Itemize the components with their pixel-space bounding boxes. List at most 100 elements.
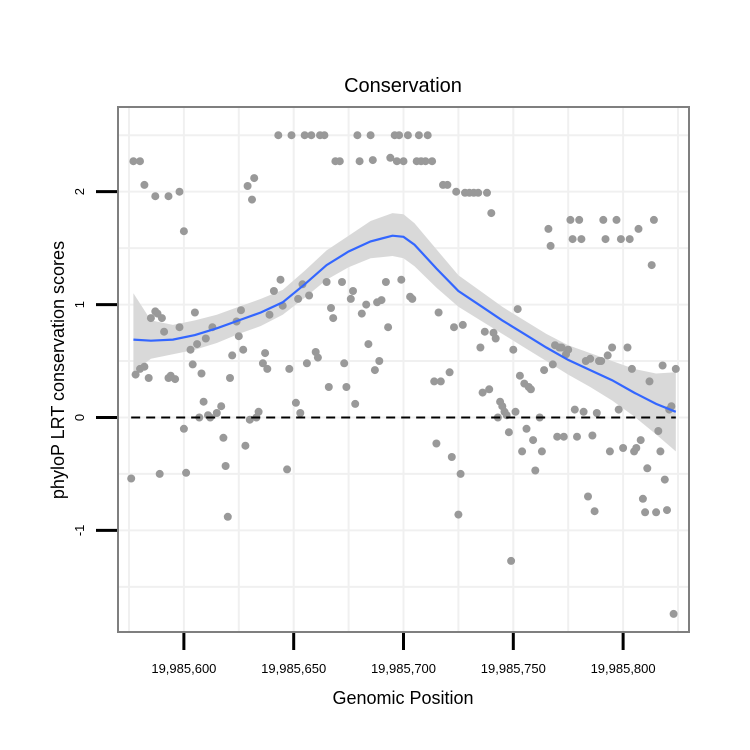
data-point bbox=[144, 374, 153, 382]
data-point bbox=[364, 340, 373, 349]
chart-title: Conservation bbox=[344, 75, 462, 97]
confidence-band bbox=[133, 213, 676, 452]
data-point bbox=[403, 131, 412, 140]
data-point bbox=[513, 305, 522, 314]
data-point bbox=[577, 235, 586, 244]
data-point bbox=[287, 131, 296, 140]
x-tick-label: 19,985,750 bbox=[481, 661, 546, 676]
data-point bbox=[599, 215, 608, 224]
x-tick-label: 19,985,800 bbox=[591, 661, 656, 676]
x-tick-label: 19,985,700 bbox=[371, 661, 436, 676]
data-point bbox=[586, 354, 595, 363]
data-point bbox=[313, 353, 322, 362]
data-point bbox=[540, 366, 549, 375]
data-point bbox=[428, 157, 437, 166]
data-point bbox=[592, 409, 601, 417]
data-point bbox=[221, 462, 230, 470]
data-point bbox=[171, 375, 180, 384]
y-axis-ticks: -1 0 1 2 bbox=[72, 188, 117, 536]
data-point bbox=[370, 366, 379, 375]
data-point bbox=[131, 370, 140, 379]
y-tick-label: 2 bbox=[72, 188, 87, 195]
data-point bbox=[548, 360, 557, 369]
data-point bbox=[140, 180, 149, 189]
data-point bbox=[432, 439, 441, 448]
data-point bbox=[584, 492, 592, 501]
panel-border bbox=[117, 106, 690, 633]
data-point bbox=[265, 310, 274, 319]
data-point bbox=[322, 278, 331, 286]
data-point bbox=[294, 294, 303, 303]
data-point bbox=[228, 351, 237, 360]
data-point bbox=[351, 399, 360, 408]
data-point bbox=[258, 359, 267, 368]
data-point bbox=[175, 187, 184, 196]
data-point bbox=[395, 131, 404, 140]
data-point bbox=[234, 332, 243, 341]
data-point bbox=[573, 432, 581, 441]
data-point bbox=[338, 278, 346, 286]
data-point bbox=[579, 407, 588, 416]
data-point bbox=[546, 241, 555, 250]
data-point bbox=[199, 397, 208, 406]
data-point bbox=[507, 556, 516, 565]
data-point bbox=[447, 453, 456, 461]
data-point bbox=[320, 131, 329, 140]
data-point bbox=[241, 441, 250, 450]
data-point bbox=[179, 424, 188, 433]
data-point bbox=[182, 468, 191, 477]
data-point bbox=[636, 436, 645, 445]
data-point bbox=[570, 405, 579, 414]
data-point bbox=[377, 296, 386, 305]
data-point bbox=[127, 474, 136, 483]
data-point bbox=[155, 469, 164, 478]
data-point bbox=[509, 345, 518, 354]
data-point bbox=[250, 174, 259, 183]
data-point bbox=[643, 464, 652, 473]
data-point bbox=[160, 327, 169, 336]
data-point bbox=[375, 357, 384, 365]
y-axis-label: phyloP LRT conservation scores bbox=[48, 241, 68, 499]
data-point bbox=[324, 383, 333, 391]
data-point bbox=[627, 364, 636, 373]
data-point bbox=[283, 465, 292, 474]
y-tick-label: 0 bbox=[72, 414, 87, 421]
data-point bbox=[564, 345, 573, 354]
data-point bbox=[261, 349, 270, 358]
data-point bbox=[623, 343, 632, 352]
data-point bbox=[647, 261, 656, 270]
data-point bbox=[197, 369, 206, 378]
data-point bbox=[671, 364, 680, 373]
data-point bbox=[660, 475, 669, 484]
x-axis-label: Genomic Position bbox=[332, 688, 473, 708]
data-point bbox=[625, 235, 634, 244]
data-point bbox=[305, 291, 314, 300]
data-point bbox=[239, 345, 248, 354]
data-point bbox=[430, 377, 439, 386]
data-point bbox=[568, 235, 577, 244]
data-point bbox=[263, 364, 272, 373]
data-point bbox=[515, 371, 524, 380]
data-point bbox=[575, 215, 584, 224]
data-point bbox=[329, 314, 338, 323]
data-point bbox=[201, 334, 210, 343]
data-point bbox=[298, 280, 307, 289]
x-tick-label: 19,985,600 bbox=[151, 661, 216, 676]
data-point bbox=[485, 385, 494, 394]
data-point bbox=[601, 235, 610, 244]
data-point bbox=[151, 192, 160, 201]
data-point bbox=[612, 215, 621, 224]
data-point bbox=[421, 157, 430, 166]
data-point bbox=[619, 444, 628, 452]
data-point bbox=[355, 157, 364, 166]
data-point bbox=[605, 447, 614, 456]
data-point bbox=[504, 428, 513, 437]
data-point bbox=[146, 314, 155, 323]
confidence-band-group bbox=[133, 213, 676, 452]
data-points bbox=[127, 131, 680, 618]
data-point bbox=[386, 153, 395, 162]
data-point bbox=[397, 275, 406, 284]
data-point bbox=[616, 235, 625, 244]
data-point bbox=[291, 398, 300, 407]
